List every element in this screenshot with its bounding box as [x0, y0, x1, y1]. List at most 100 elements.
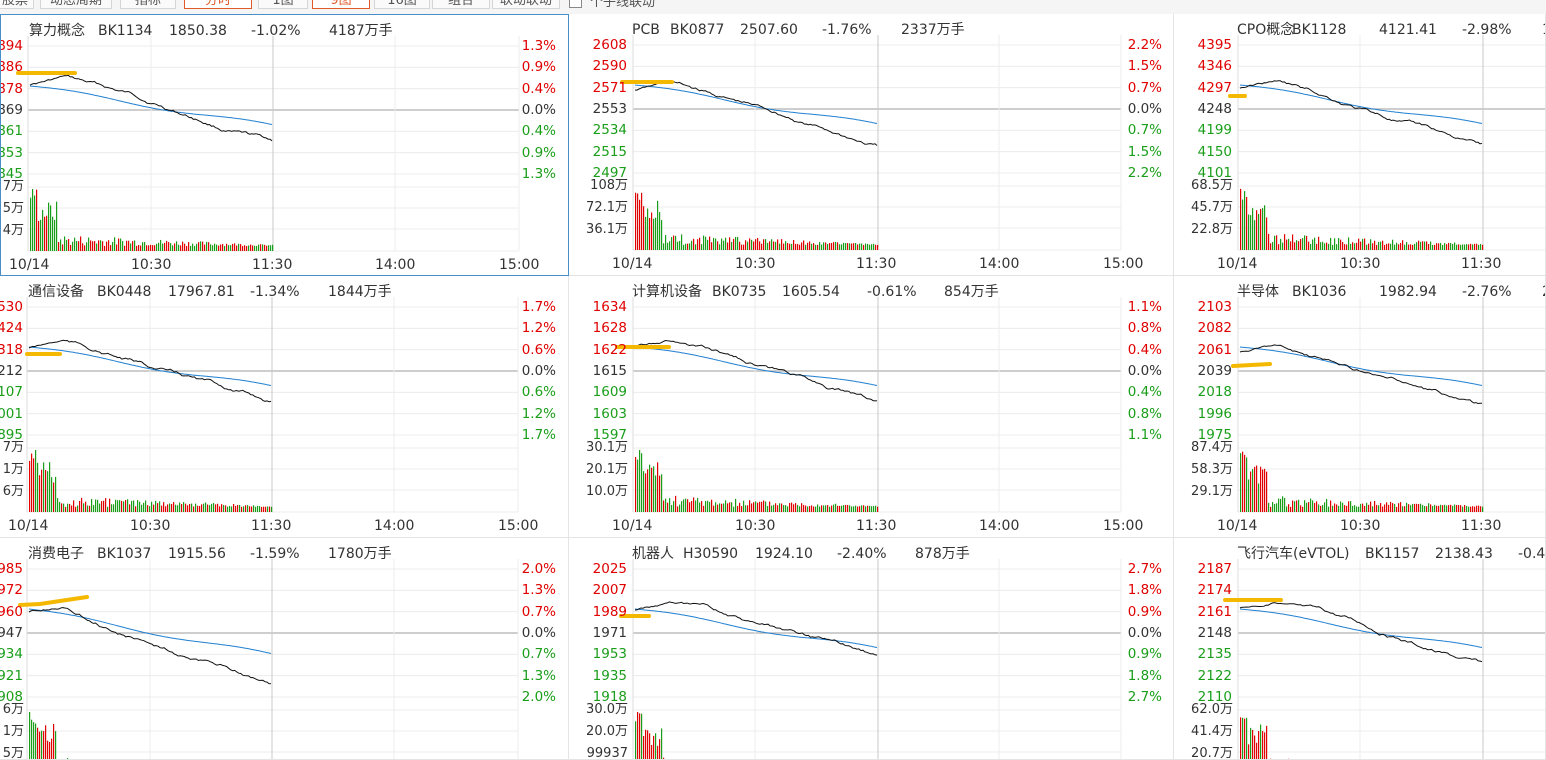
sector-panel[interactable]: 通信设备 BK0448 17967.81 -1.34% 1844万手 530 424 318 2… — [0, 276, 569, 538]
price-axis-label: 107 — [0, 384, 23, 401]
volume-axis-label: 87.4万 — [1191, 440, 1233, 455]
linkage-checkbox[interactable] — [569, 0, 582, 8]
volume-bar — [1264, 468, 1266, 512]
tab-linkage[interactable]: 联动联动 — [492, 0, 560, 9]
tab-indicator[interactable]: 指标 — [120, 0, 176, 9]
percent-axis-label: 1.2% — [521, 405, 556, 422]
volume-bar — [124, 245, 126, 251]
sector-panel[interactable]: 消费电子 BK1037 1915.56 -1.59% 1780万手 985 972 960 94… — [0, 538, 569, 760]
volume-bar — [56, 201, 58, 251]
volume-bar — [1350, 243, 1352, 250]
time-axis-label: 11:30 — [252, 257, 293, 273]
tab-intraday[interactable]: 分时 — [184, 0, 252, 9]
volume-bar — [95, 499, 97, 512]
sector-name: 计算机设备 — [632, 284, 702, 300]
tab-9-chart[interactable]: 9图 — [312, 0, 370, 9]
volume-bar — [1260, 208, 1262, 250]
volume-bar — [1460, 505, 1462, 512]
volume-bar — [270, 245, 272, 251]
volume-bar — [831, 242, 833, 250]
volume-axis-label: 4万 — [2, 223, 24, 238]
percent-axis-label: 0.8% — [1127, 320, 1162, 337]
volume-bar — [1480, 506, 1482, 512]
tab-1-chart[interactable]: 1图 — [258, 0, 308, 9]
volume-bar — [101, 501, 103, 512]
volume-bar — [653, 218, 655, 250]
price-axis-label: 2608 — [592, 37, 627, 53]
volume-bar — [208, 242, 210, 251]
volume-bar — [1398, 244, 1400, 250]
sector-code: H30590 — [683, 546, 739, 562]
sector-panel[interactable]: 机器人 H30590 1924.10 -2.40% 878万手 2025 2007 1989 1… — [569, 538, 1174, 760]
volume-bar — [635, 192, 637, 250]
volume-bar — [169, 503, 171, 512]
volume-bar — [691, 240, 693, 250]
volume-bar — [639, 450, 641, 512]
volume-bar — [711, 499, 713, 512]
sector-panel[interactable]: 半导体 BK1036 1982.94 -2.76% 227 2103 2082 2061 203… — [1174, 276, 1546, 538]
percent-axis-label: 2.7% — [1127, 689, 1162, 705]
tab-combo[interactable]: 组合 — [432, 0, 490, 9]
time-axis-label: 10/14 — [612, 518, 653, 534]
price-axis-label: 1622 — [592, 341, 627, 358]
volume-bar — [44, 216, 46, 251]
volume-axis-label: 108万 — [590, 178, 628, 193]
average-line — [1239, 346, 1483, 386]
volume-bar — [701, 501, 703, 512]
volume-bar — [1300, 238, 1302, 250]
volume-bar — [138, 244, 140, 251]
volume-bar — [717, 504, 719, 512]
volume-bar — [141, 504, 143, 512]
sector-panel[interactable]: 算力概念 BK1134 1850.38 -1.02% 4187万手 894 886 878 86… — [0, 14, 569, 276]
volume-bar — [1390, 243, 1392, 250]
sector-name: 半导体 — [1237, 284, 1279, 300]
volume-bar — [1360, 241, 1362, 250]
volume-bar — [1344, 505, 1346, 512]
sector-price: 17967.81 — [168, 284, 235, 300]
tab-stock[interactable]: 股票 — [0, 0, 34, 9]
volume-bar — [789, 503, 791, 512]
price-axis-label: 2174 — [1197, 582, 1232, 599]
percent-axis-label: 0.9% — [1127, 603, 1162, 620]
volume-bar — [1294, 501, 1296, 512]
volume-bar — [38, 220, 40, 251]
volume-bar — [1258, 483, 1260, 512]
price-line — [634, 601, 878, 656]
price-axis-label: 4395 — [1197, 37, 1232, 53]
volume-bar — [89, 505, 91, 512]
sector-panel[interactable]: PCB BK0877 2507.60 -1.76% 2337万手 2608 2590 2571… — [569, 14, 1174, 276]
volume-bar — [669, 498, 671, 512]
price-axis-label: 212 — [0, 363, 23, 379]
volume-bar — [801, 242, 803, 250]
time-axis-label: 10/14 — [1217, 518, 1258, 534]
volume-bar — [823, 242, 825, 250]
volume-bar — [821, 244, 823, 250]
volume-bar — [1394, 244, 1396, 250]
price-axis-label: 2025 — [592, 561, 627, 577]
volume-bar — [1402, 506, 1404, 512]
volume-bar — [191, 503, 193, 512]
volume-bar — [1322, 505, 1324, 512]
volume-bar — [198, 242, 200, 251]
tab-dynamic-period[interactable]: 动态周期 — [40, 0, 112, 9]
price-axis-label: 4101 — [1197, 165, 1232, 181]
intraday-chart — [1231, 297, 1545, 513]
price-axis-label: 2187 — [1197, 561, 1232, 577]
volume-bar — [113, 504, 115, 512]
volume-bar — [237, 504, 239, 512]
volume-bar — [156, 243, 158, 251]
volume-bar — [120, 238, 122, 251]
volume-axis-label: 7万 — [2, 440, 24, 455]
volume-bar — [1410, 244, 1412, 250]
volume-bar — [31, 453, 33, 512]
sector-panel[interactable]: 飞行汽车(eVTOL) BK1157 2138.43 -0.4 2187 2174 2161… — [1174, 538, 1546, 760]
volume-bar — [43, 462, 45, 512]
volume-bar — [39, 731, 41, 759]
volume-bar — [262, 244, 264, 251]
tab-16-chart[interactable]: 16图 — [374, 0, 430, 9]
volume-bar — [675, 235, 677, 250]
volume-bar — [1254, 466, 1256, 512]
volume-bar — [785, 241, 787, 250]
sector-panel[interactable]: 计算机设备 BK0735 1605.54 -0.61% 854万手 1634 1628 162… — [569, 276, 1174, 538]
